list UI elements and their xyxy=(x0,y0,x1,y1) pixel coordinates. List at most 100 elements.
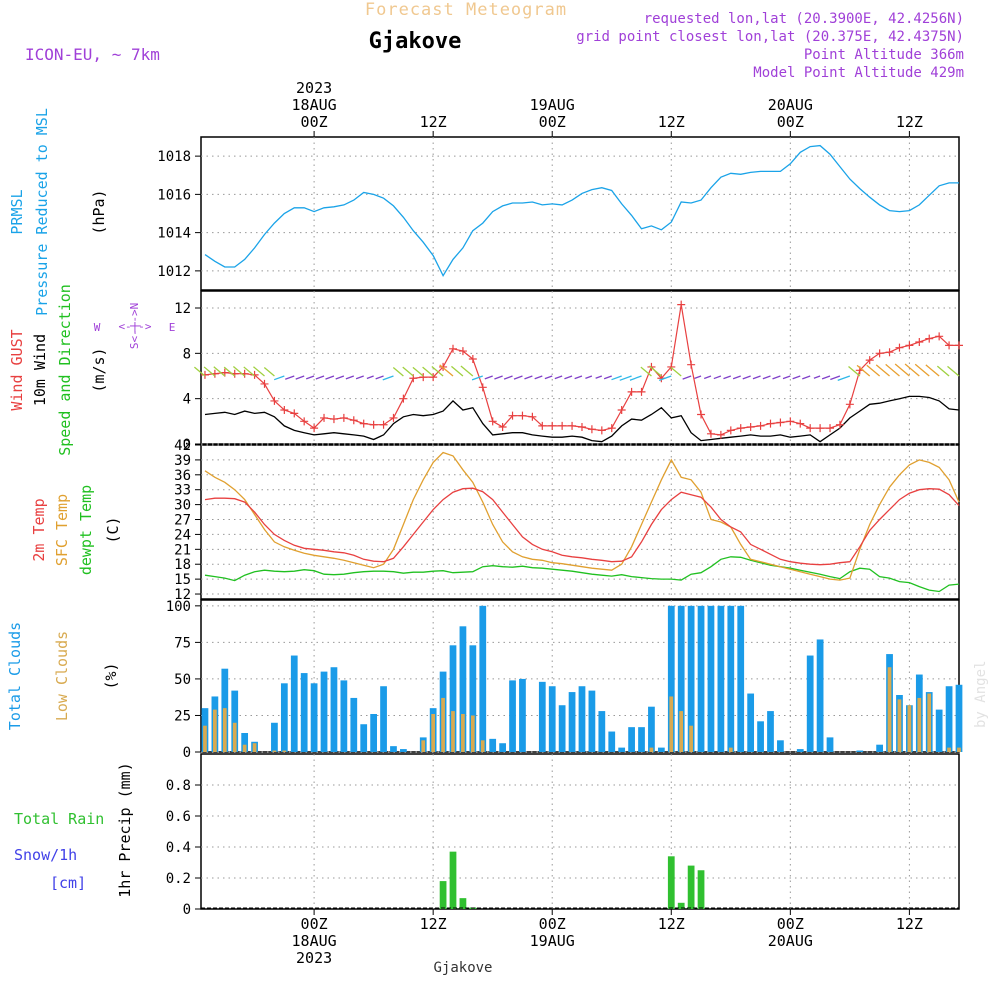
total-clouds-bar xyxy=(677,605,685,752)
gust-marker xyxy=(796,419,805,428)
panels: 1012101410161018048121215182124273033363… xyxy=(157,136,963,918)
wind-direction-arrow xyxy=(875,364,890,377)
top-time-label: 00Z xyxy=(539,113,566,131)
gust-marker xyxy=(845,400,854,409)
gust-marker xyxy=(548,421,557,430)
low-clouds-bar xyxy=(431,714,435,752)
gust-marker xyxy=(568,421,577,430)
total-clouds-bar xyxy=(330,667,338,752)
low-clouds-bar xyxy=(470,715,475,752)
low-clouds-bar xyxy=(689,725,693,752)
gust-marker xyxy=(250,370,259,379)
gust-marker xyxy=(270,396,279,405)
gust-marker xyxy=(945,341,954,350)
wind-direction-arrow xyxy=(439,364,454,377)
wind-direction-arrow xyxy=(315,375,325,380)
gust-marker xyxy=(835,420,844,429)
temperature-ytick-label: 15 xyxy=(174,572,191,588)
gust-marker xyxy=(399,394,408,403)
low-clouds-bar xyxy=(421,740,426,752)
gust-marker xyxy=(359,419,368,428)
wind-speed-line xyxy=(204,395,960,443)
wind-direction-arrow xyxy=(894,363,910,377)
clouds-ytick-label: 100 xyxy=(166,599,191,615)
watermark: by Angel xyxy=(973,661,989,728)
wind-direction-arrow xyxy=(335,375,345,380)
gust-marker xyxy=(697,410,706,419)
wind-direction-arrow xyxy=(619,375,632,381)
total-clouds-bar xyxy=(568,692,576,752)
total-clouds-bar xyxy=(757,721,764,752)
gust-marker xyxy=(538,421,547,430)
total-clouds-bar xyxy=(241,733,249,752)
gust-marker xyxy=(300,417,309,426)
panel-pressure: 1012 1014 1016 1018 xyxy=(157,136,960,291)
gust-marker xyxy=(826,424,835,433)
low-clouds-bar xyxy=(907,705,912,752)
gust-marker xyxy=(200,370,209,379)
precip-ytick-label: 0.8 xyxy=(166,778,191,794)
wind-direction-arrow xyxy=(422,366,434,377)
total-clouds-bar xyxy=(320,671,328,752)
gust-marker xyxy=(597,426,606,435)
wind-direction-arrow xyxy=(295,375,305,380)
wind-ytick-label: 0 xyxy=(183,437,191,453)
low-clouds-bar xyxy=(213,709,217,752)
gust-marker xyxy=(706,429,715,438)
wind-direction-arrow xyxy=(595,375,603,379)
model-altitude: Model Point Altitude 429m xyxy=(753,65,964,81)
gust-marker xyxy=(935,332,944,341)
wind-direction-arrow xyxy=(305,375,315,380)
requested-coords: requested lon,lat (20.3900E, 42.4256N) xyxy=(644,11,964,27)
wind-ytick-label: 4 xyxy=(183,392,191,408)
wind-direction-arrow xyxy=(936,365,950,377)
top-time-label: 18AUG xyxy=(292,96,337,114)
wind-direction-arrow xyxy=(554,375,563,380)
top-time-label: 12Z xyxy=(420,113,447,131)
wind-direction-arrow xyxy=(611,375,622,381)
total-clouds-bar xyxy=(360,724,368,752)
total-clouds-bar xyxy=(380,686,387,752)
wind-direction-arrow xyxy=(658,375,672,382)
gust-marker xyxy=(637,387,646,396)
gust-marker xyxy=(736,424,745,433)
wind-direction-arrow xyxy=(253,366,265,377)
total-clouds-bar xyxy=(499,743,506,752)
gust-marker xyxy=(587,425,596,434)
low-clouds-bar xyxy=(222,708,227,752)
legend-snow: Snow/1h xyxy=(14,846,77,864)
compass-ns: S<-|->N xyxy=(128,303,141,349)
low-clouds-bar xyxy=(728,747,733,752)
total-clouds-bar xyxy=(945,686,953,752)
wind-direction-arrow xyxy=(534,375,543,380)
wind-direction-arrow xyxy=(223,366,236,377)
top-time-label: 00Z xyxy=(301,113,328,131)
low-clouds-bar xyxy=(232,722,237,752)
wind-direction-arrow xyxy=(603,375,612,380)
low-clouds-bar xyxy=(947,747,951,752)
temperature-ytick-label: 33 xyxy=(174,483,191,499)
gust-marker xyxy=(726,426,735,435)
wind-direction-arrow xyxy=(232,366,246,377)
rain-bar xyxy=(439,881,447,909)
precip-frame xyxy=(200,753,960,910)
point-altitude: Point Altitude 366m xyxy=(804,47,964,63)
clouds-unit: (%) xyxy=(102,662,120,689)
temperature-ytick-label: 42 xyxy=(174,438,191,454)
bottom-time-label: 20AUG xyxy=(768,932,813,950)
gust-marker xyxy=(756,421,765,430)
wind-direction-arrow xyxy=(412,366,424,377)
wind-direction-arrow xyxy=(366,375,374,380)
temperature-ytick-label: 27 xyxy=(174,513,191,529)
station-title: Gjakove xyxy=(369,29,462,54)
gust-marker xyxy=(677,300,686,309)
bottom-time-label: 12Z xyxy=(658,915,685,933)
total-clouds-bar xyxy=(558,705,566,752)
bottom-time-label: 00Z xyxy=(777,915,804,933)
wind-direction-arrow xyxy=(782,375,791,380)
wind-direction-arrow xyxy=(585,375,593,379)
wind-direction-arrow xyxy=(451,365,464,377)
gust-marker xyxy=(429,373,438,382)
clouds-ytick-label: 75 xyxy=(174,635,191,651)
gust-marker xyxy=(766,419,775,428)
